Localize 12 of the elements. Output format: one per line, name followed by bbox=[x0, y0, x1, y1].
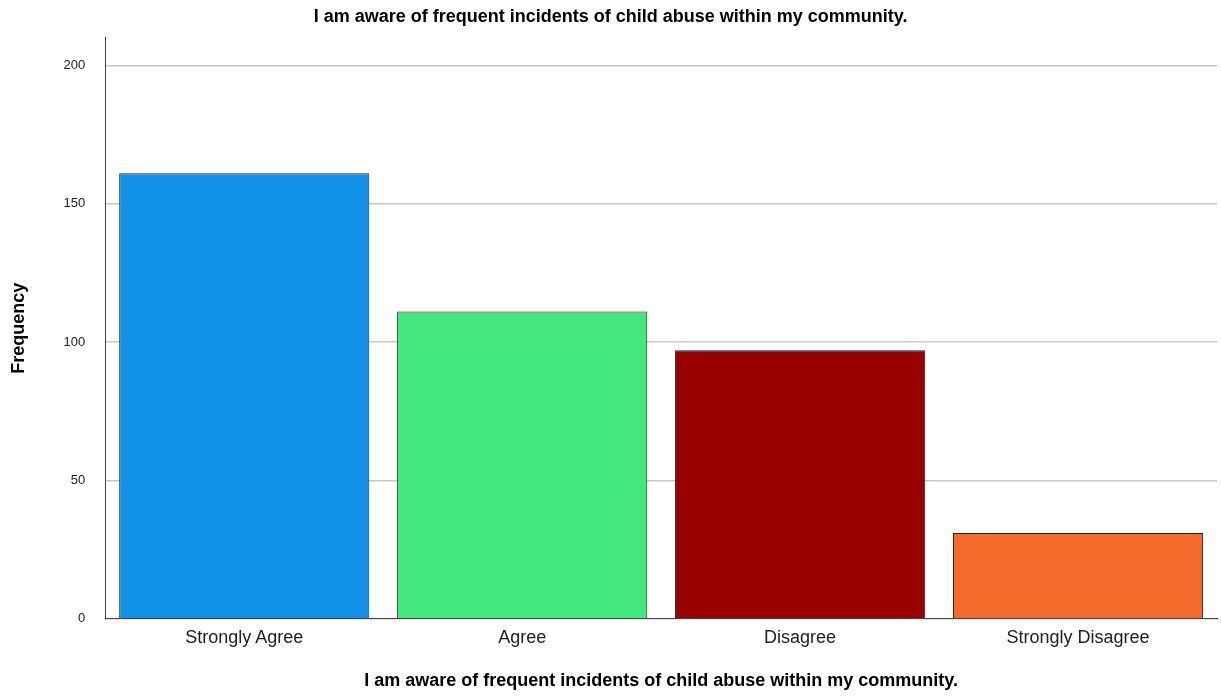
y-tick-label: 0 bbox=[78, 610, 86, 626]
y-tick-label: 100 bbox=[63, 333, 86, 349]
x-tick-label: Disagree bbox=[764, 626, 837, 647]
x-tick-label: Strongly Agree bbox=[185, 626, 304, 647]
y-axis-title: Frequency bbox=[7, 282, 28, 374]
y-tick-label: 200 bbox=[63, 56, 86, 72]
y-tick-label: 50 bbox=[70, 472, 86, 487]
y-tick-label: 150 bbox=[63, 195, 86, 211]
x-tick-label: Strongly Disagree bbox=[1006, 626, 1150, 647]
x-axis-title: I am aware of frequent incidents of child abuse within my community. bbox=[364, 670, 959, 691]
x-tick-label: Agree bbox=[498, 626, 547, 647]
chart-title: I am aware of frequent incidents of child abuse within my community. bbox=[313, 5, 908, 26]
